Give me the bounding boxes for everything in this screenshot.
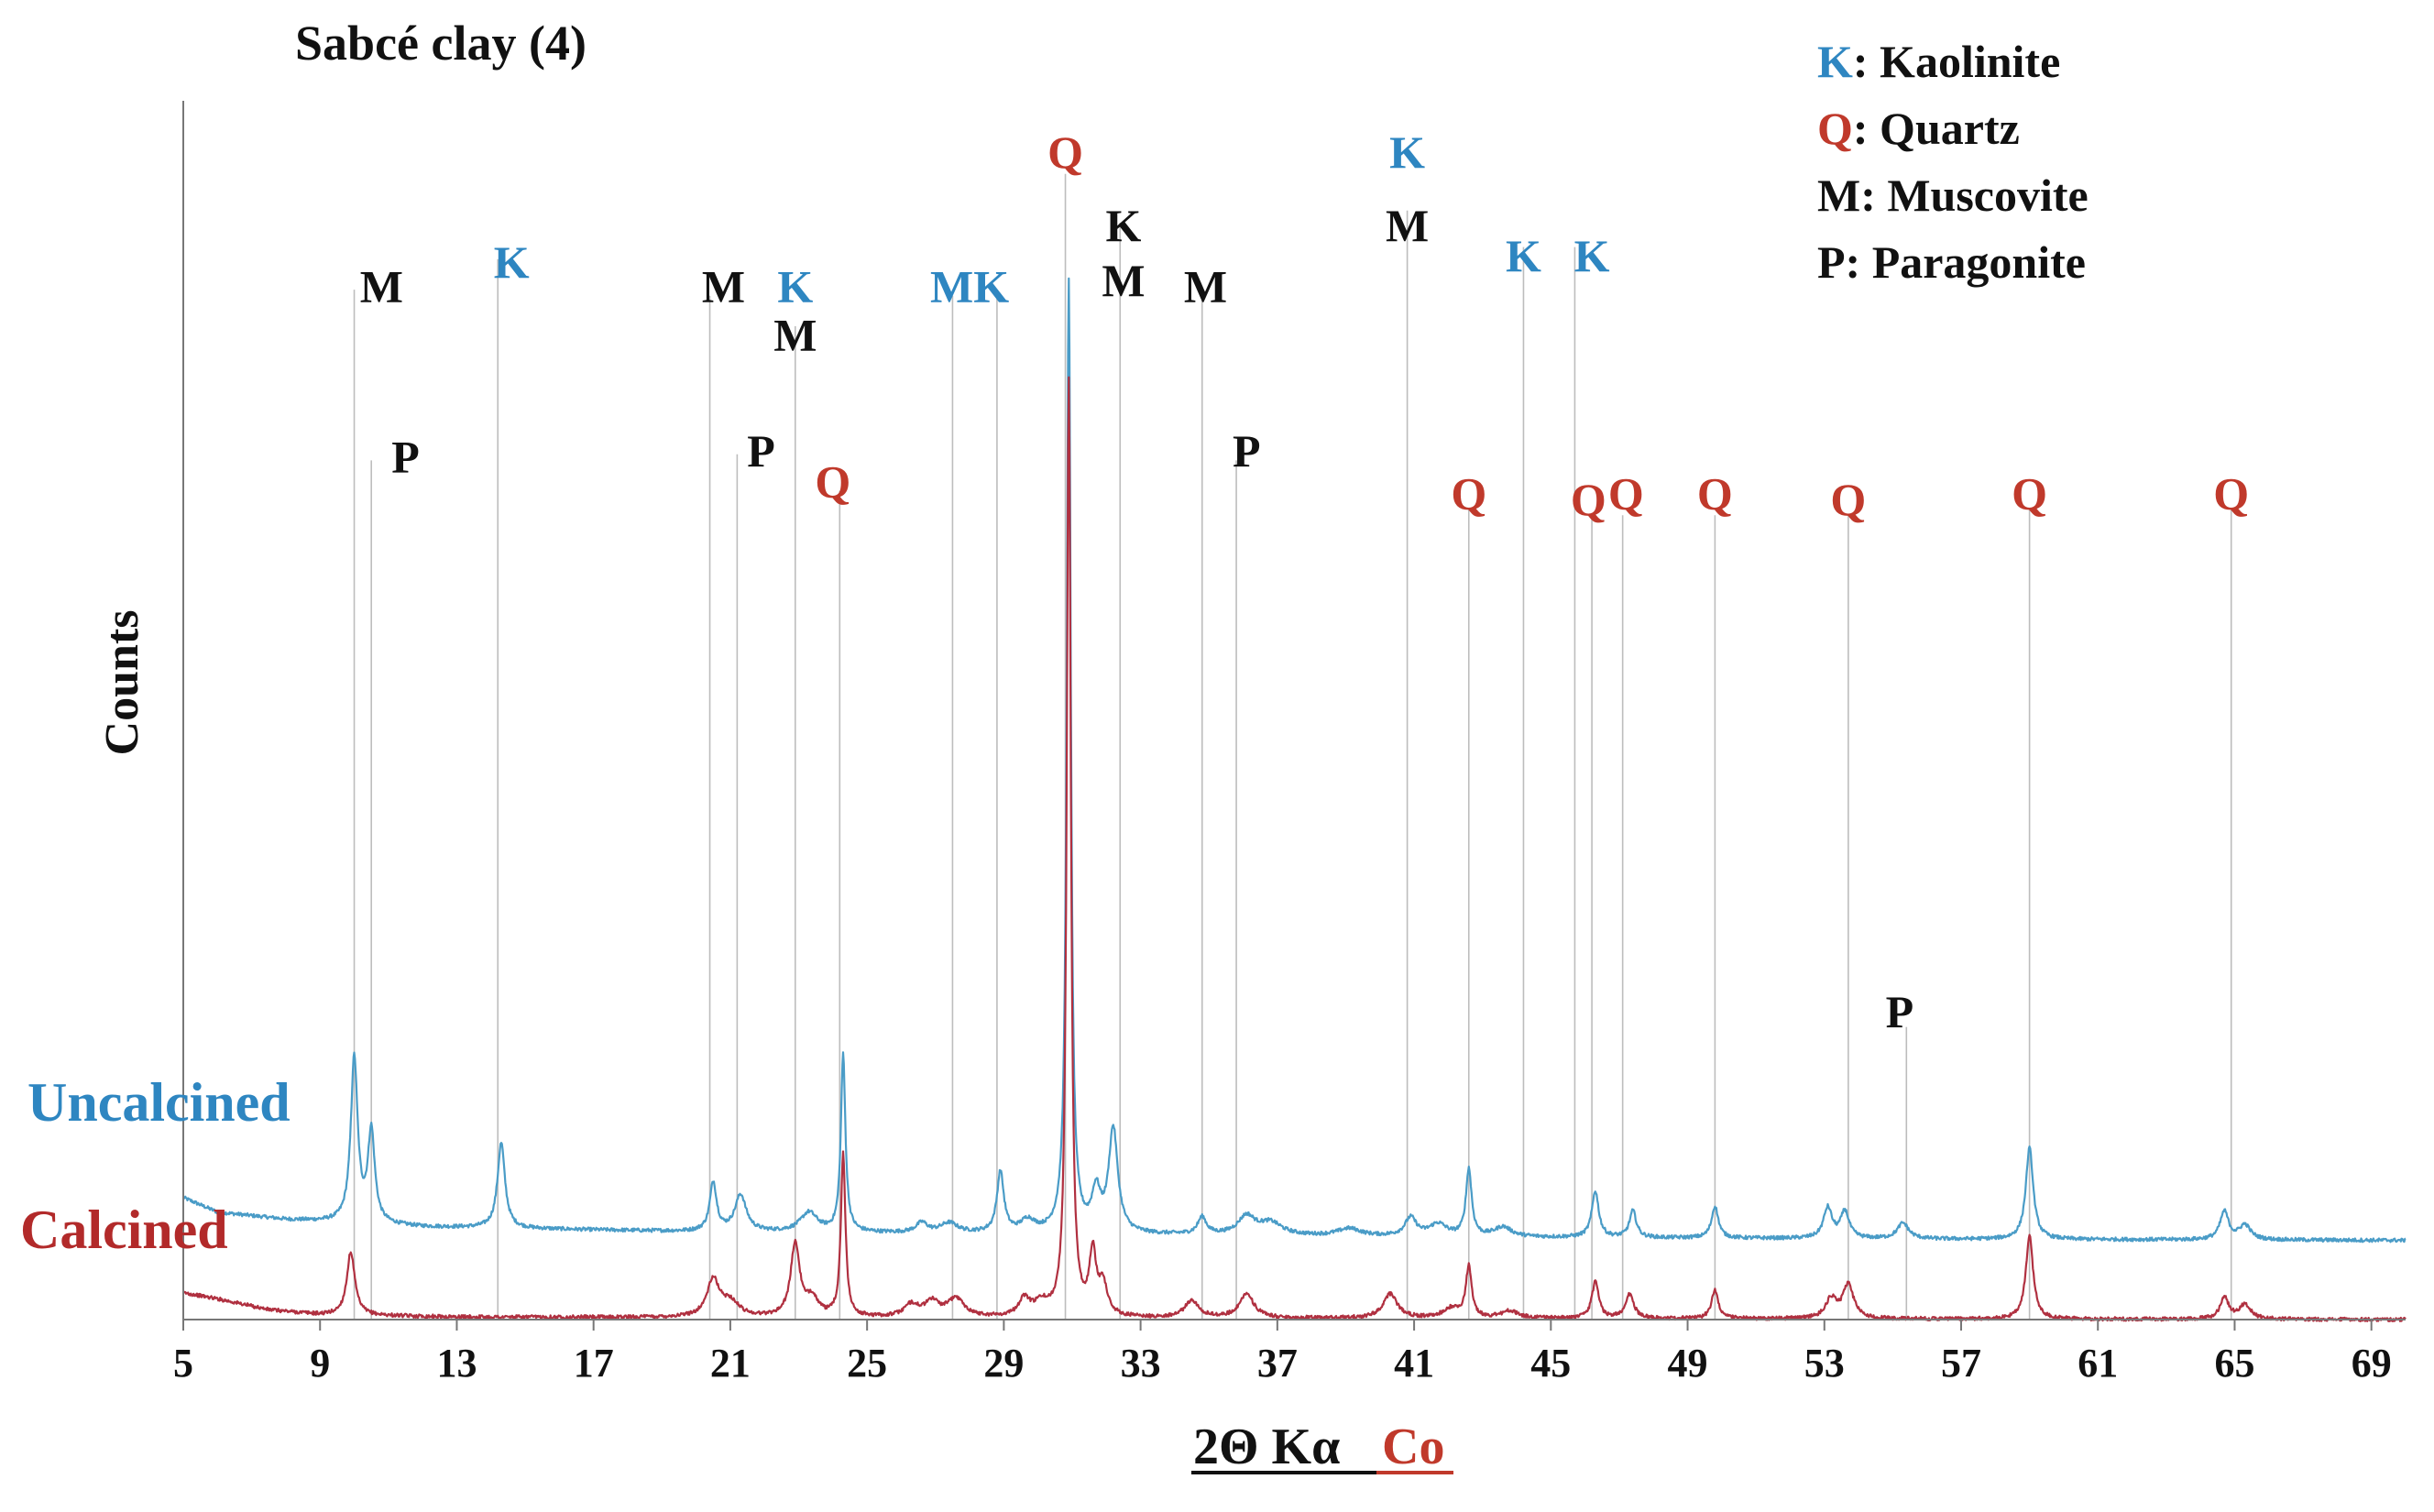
legend-name-muscovite: : Muscovite [1860, 170, 2089, 221]
peak-label: Q [1697, 468, 1733, 520]
series-label-calcined: Calcined [20, 1200, 228, 1260]
x-tick-label: 53 [1804, 1341, 1845, 1386]
x-tick-label: 69 [2352, 1341, 2392, 1386]
legend-name-paragonite: : Paragonite [1846, 236, 2086, 288]
peak-label: M [1184, 260, 1227, 312]
peak-label: K [1106, 200, 1142, 251]
peak-label: Q [1047, 126, 1083, 178]
peak-label: M [1102, 255, 1145, 306]
x-axis-label: 2Θ Kα Co [1191, 1419, 1453, 1475]
x-tick-label: 57 [1941, 1341, 1981, 1386]
peak-label: Q [2213, 468, 2249, 520]
peak-label: M [702, 260, 745, 312]
legend-name-kaolinite: : Kaolinite [1853, 36, 2060, 87]
peak-label: Q [1830, 474, 1866, 525]
legend-item: Q: Quartz [1817, 103, 2020, 154]
x-tick-label: 21 [710, 1341, 751, 1386]
x-tick-label: 41 [1394, 1341, 1434, 1386]
x-tick-label: 61 [2078, 1341, 2118, 1386]
x-tick-label: 37 [1257, 1341, 1298, 1386]
peak-label: Q [1451, 468, 1486, 520]
x-tick-label: 25 [847, 1341, 887, 1386]
x-tick-label: 49 [1668, 1341, 1708, 1386]
peak-label: Q [815, 455, 850, 507]
peak-label: M [1386, 200, 1429, 251]
peak-label: P [391, 432, 420, 483]
peak-label: Q [1608, 468, 1644, 520]
x-tick-label: 17 [574, 1341, 614, 1386]
x-ticks: 5 9 13 17 21 25 29 33 37 41 45 49 53 57 61 65 69 [173, 1320, 2392, 1386]
legend-item: P: Paragonite [1817, 236, 2086, 288]
peak-label: M [773, 310, 817, 361]
peak-label: K [1574, 230, 1610, 281]
peak-label: K [1389, 126, 1425, 178]
chart-title: Sabcé clay (4) [295, 16, 587, 71]
peak-label: M [360, 260, 403, 312]
x-tick-label: 5 [173, 1341, 193, 1386]
peak-label: P [1233, 425, 1261, 477]
series-layer [181, 277, 2407, 1322]
peak-label: Q [2012, 468, 2047, 520]
x-tick-label: 13 [436, 1341, 477, 1386]
legend-item: K: Kaolinite [1817, 36, 2060, 87]
legend-item: M: Muscovite [1817, 170, 2089, 221]
x-axis-label-main: 2Θ Kα [1193, 1419, 1340, 1475]
peak-label: K [494, 236, 530, 288]
legend-key-muscovite: M [1817, 170, 1860, 221]
peak-label: MK [930, 260, 1009, 312]
legend-key-kaolinite: K [1817, 36, 1853, 87]
phase-guide-lines [353, 173, 2232, 1320]
x-tick-label: 33 [1121, 1341, 1161, 1386]
peak-label: K [1506, 230, 1541, 281]
legend: K: Kaolinite Q: Quartz M: Muscovite P: P… [1817, 36, 2089, 288]
legend-key-paragonite: P [1817, 236, 1846, 288]
series-label-uncalcined: Uncalcined [27, 1072, 291, 1133]
legend-name-quartz: : Quartz [1853, 103, 2020, 154]
peak-label: Q [1571, 474, 1606, 525]
x-axis-label-suffix: Co [1382, 1419, 1444, 1475]
x-tick-label: 29 [983, 1341, 1024, 1386]
series-line-uncalcined [181, 277, 2407, 1244]
x-tick-label: 65 [2214, 1341, 2254, 1386]
peak-label: P [747, 425, 775, 477]
legend-key-quartz: Q [1817, 103, 1853, 154]
axes: 5 9 13 17 21 25 29 33 37 41 45 49 53 57 61 65 69 [173, 101, 2406, 1386]
series-line-calcined [182, 376, 2407, 1322]
y-axis-label: Counts [96, 610, 148, 756]
x-tick-label: 45 [1530, 1341, 1571, 1386]
peak-label: P [1886, 986, 1914, 1037]
x-tick-label: 9 [310, 1341, 330, 1386]
peak-label: K [777, 260, 813, 312]
